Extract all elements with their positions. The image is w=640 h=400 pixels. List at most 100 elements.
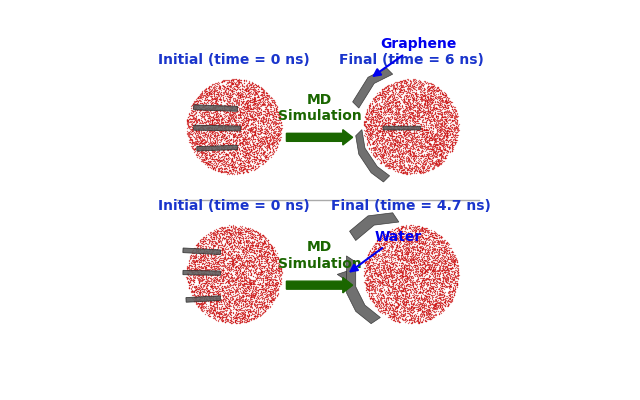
- Point: [423, 248, 433, 254]
- Point: [412, 120, 422, 126]
- Point: [205, 88, 215, 94]
- Point: [241, 78, 252, 84]
- Point: [394, 231, 404, 237]
- Point: [216, 304, 226, 311]
- Point: [246, 293, 257, 300]
- Point: [377, 284, 387, 291]
- Point: [266, 244, 276, 251]
- Point: [208, 117, 218, 124]
- Point: [403, 310, 413, 316]
- Point: [253, 92, 264, 99]
- Point: [443, 138, 453, 145]
- Point: [380, 130, 390, 136]
- Point: [235, 223, 245, 230]
- Point: [207, 257, 217, 264]
- Point: [190, 136, 200, 142]
- Point: [392, 136, 403, 142]
- Point: [226, 287, 236, 293]
- Point: [188, 128, 198, 134]
- Point: [401, 262, 411, 269]
- Point: [405, 282, 415, 288]
- Point: [244, 313, 254, 320]
- Point: [249, 245, 259, 252]
- Point: [441, 109, 451, 116]
- Point: [452, 132, 463, 138]
- Point: [225, 87, 236, 93]
- Point: [215, 225, 225, 231]
- Point: [445, 100, 455, 106]
- Point: [191, 117, 202, 123]
- Point: [204, 262, 214, 268]
- Point: [262, 266, 273, 272]
- Point: [188, 255, 198, 261]
- Point: [214, 154, 224, 160]
- Point: [431, 136, 442, 143]
- Point: [221, 315, 231, 322]
- Point: [444, 280, 454, 287]
- Point: [194, 128, 204, 134]
- Point: [394, 126, 404, 132]
- Point: [397, 112, 408, 118]
- Point: [252, 243, 262, 249]
- Point: [276, 275, 287, 282]
- Point: [274, 115, 284, 121]
- Point: [409, 149, 419, 156]
- Point: [412, 127, 422, 134]
- Point: [204, 244, 214, 250]
- Point: [259, 263, 269, 269]
- Point: [370, 267, 380, 274]
- Point: [245, 162, 255, 168]
- Point: [226, 316, 236, 322]
- Point: [263, 144, 273, 150]
- Point: [410, 262, 420, 269]
- Point: [365, 266, 375, 272]
- Point: [258, 241, 268, 248]
- Point: [193, 303, 204, 309]
- Point: [367, 296, 378, 302]
- Point: [406, 312, 417, 318]
- Point: [404, 225, 414, 231]
- Point: [407, 148, 417, 154]
- Point: [419, 99, 429, 105]
- Point: [207, 164, 218, 171]
- Point: [435, 252, 445, 258]
- Point: [374, 128, 385, 135]
- Point: [182, 270, 192, 276]
- Point: [225, 308, 235, 315]
- Point: [237, 277, 247, 284]
- Point: [431, 153, 441, 159]
- Point: [394, 226, 404, 232]
- Point: [233, 100, 243, 106]
- Point: [256, 286, 266, 292]
- Point: [198, 256, 208, 263]
- Point: [242, 150, 252, 156]
- Point: [414, 150, 424, 156]
- Point: [397, 301, 408, 307]
- Point: [232, 300, 243, 306]
- Point: [361, 275, 371, 281]
- Point: [242, 113, 252, 120]
- Point: [210, 140, 220, 147]
- Point: [426, 292, 436, 298]
- Point: [379, 263, 389, 270]
- Point: [257, 296, 267, 303]
- Point: [423, 242, 433, 248]
- Point: [203, 124, 213, 130]
- Point: [382, 239, 392, 245]
- Point: [219, 232, 229, 238]
- Point: [427, 158, 437, 165]
- Point: [401, 296, 412, 302]
- Point: [398, 154, 408, 160]
- Point: [388, 159, 399, 165]
- Point: [421, 306, 431, 313]
- Point: [430, 149, 440, 155]
- Point: [253, 110, 264, 116]
- Point: [243, 150, 253, 156]
- Point: [270, 133, 280, 140]
- Point: [360, 119, 370, 125]
- Point: [417, 132, 428, 138]
- Point: [387, 281, 397, 287]
- Point: [364, 146, 374, 152]
- Point: [394, 145, 404, 152]
- Point: [394, 124, 404, 131]
